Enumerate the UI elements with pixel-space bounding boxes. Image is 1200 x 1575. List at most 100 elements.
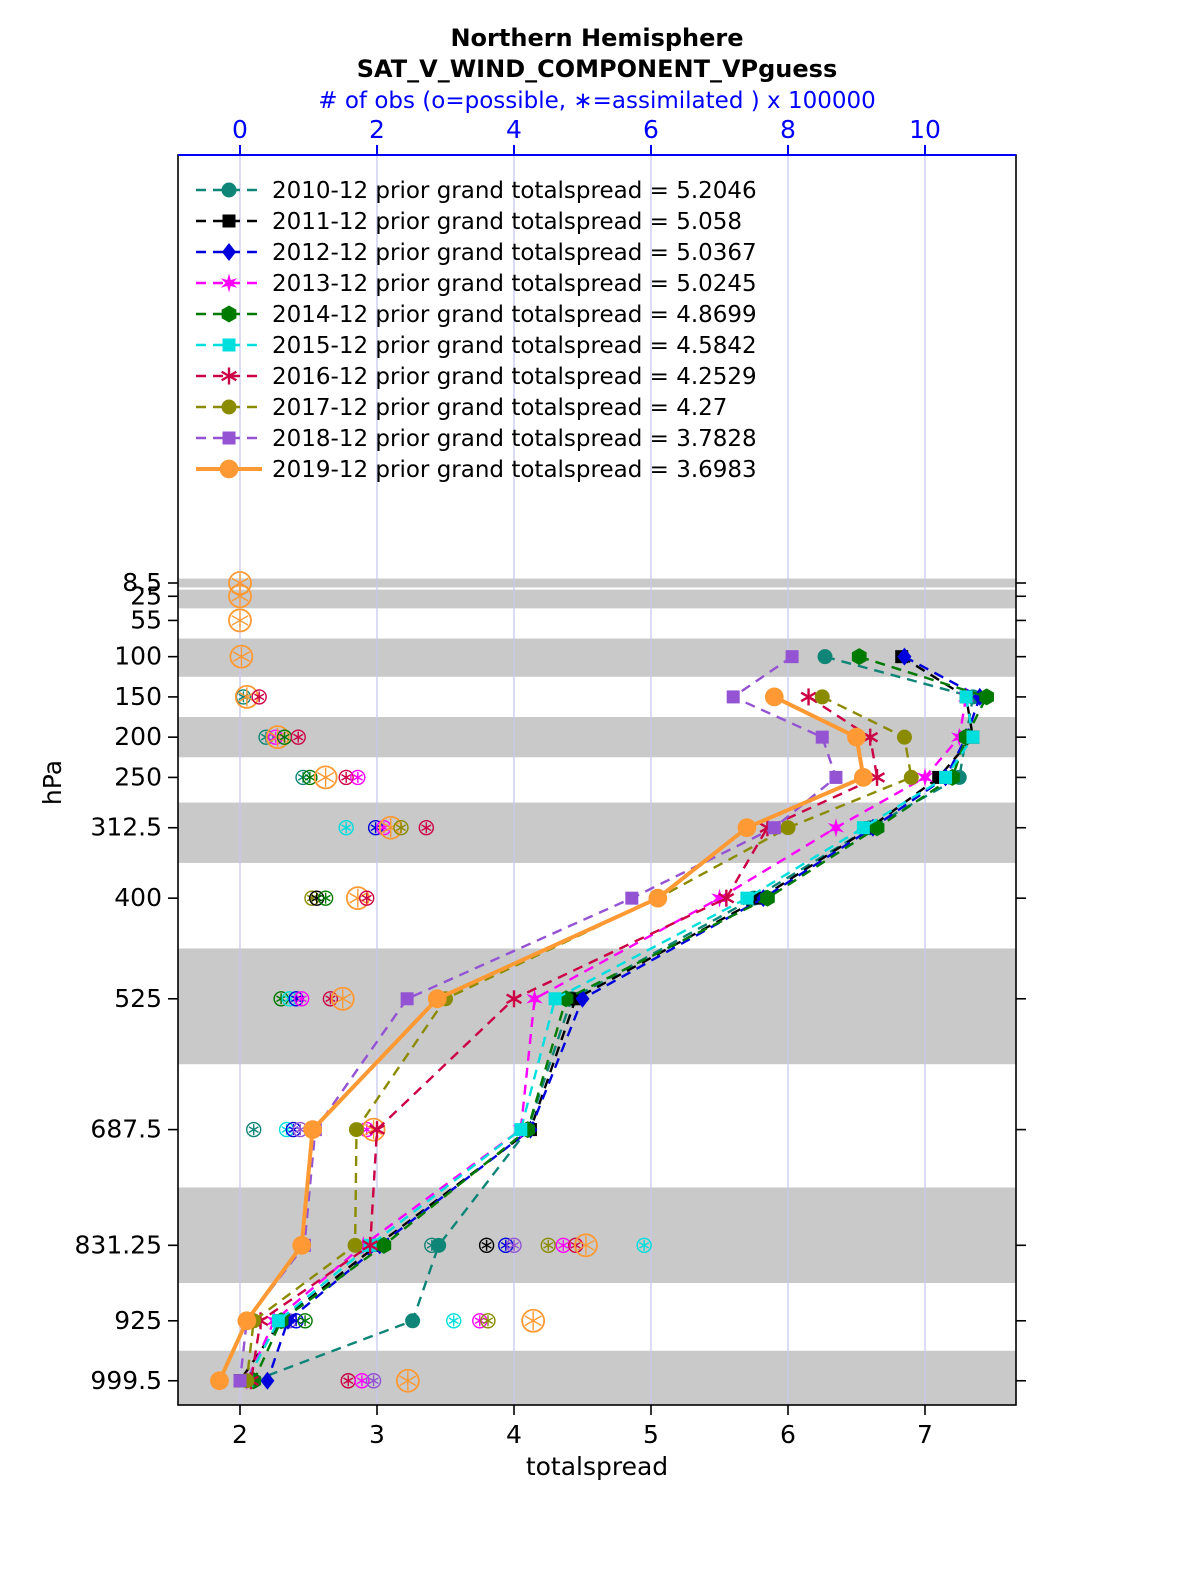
square-marker xyxy=(767,821,781,835)
y-tick-label: 525 xyxy=(114,984,162,1013)
square-marker xyxy=(856,821,870,835)
y-tick-label: 312.5 xyxy=(90,813,162,842)
x-tick-label: 6 xyxy=(780,1420,796,1449)
circle-marker xyxy=(219,459,239,479)
x-axis-label: totalspread xyxy=(525,1452,669,1481)
obs-count-marker xyxy=(555,1237,572,1254)
star-marker xyxy=(711,888,728,908)
star-marker xyxy=(827,818,845,838)
pressure-band xyxy=(178,589,1016,609)
legend-item-2018-12: 2018-12 prior grand totalspread = 3.7828 xyxy=(196,426,757,452)
legend-item-2019-12: 2019-12 prior grand totalspread = 3.6983 xyxy=(196,457,757,483)
obs-count-marker xyxy=(540,1237,556,1254)
legend-item-2016-12: 2016-12 prior grand totalspread = 4.2529 xyxy=(196,364,757,390)
obs-count-marker xyxy=(290,729,306,745)
obs-count-marker xyxy=(245,1121,262,1138)
obs-count-marker xyxy=(302,769,318,786)
series-line-2015-12 xyxy=(245,696,975,1382)
circle-marker xyxy=(221,182,237,198)
circle-marker xyxy=(764,687,784,707)
chart-subtitle: SAT_V_WIND_COMPONENT_VPguess xyxy=(356,55,838,83)
square-marker xyxy=(939,770,953,784)
square-marker xyxy=(548,992,562,1006)
x-tick-label: 7 xyxy=(917,1420,933,1449)
legend-label: 2018-12 prior grand totalspread = 3.7828 xyxy=(272,426,757,452)
hexagon-marker xyxy=(869,819,885,837)
square-marker xyxy=(785,650,799,664)
obs-count-marker xyxy=(359,890,375,906)
hexagon-marker xyxy=(376,1236,392,1254)
legend-label: 2014-12 prior grand totalspread = 4.8699 xyxy=(272,302,757,328)
obs-count-marker xyxy=(354,1373,370,1389)
square-marker xyxy=(222,431,236,445)
circle-marker xyxy=(347,1237,363,1253)
circle-marker xyxy=(427,989,447,1009)
circle-marker xyxy=(405,1313,421,1329)
obs-tick-label: 0 xyxy=(232,115,248,144)
legend-item-2014-12: 2014-12 prior grand totalspread = 4.8699 xyxy=(196,302,757,328)
y-tick-label: 25 xyxy=(130,581,162,610)
obs-count-marker xyxy=(267,729,284,745)
square-marker xyxy=(271,1314,285,1328)
diamond-marker xyxy=(575,989,590,1008)
obs-count-marker xyxy=(309,890,325,906)
diamond-marker xyxy=(897,647,912,666)
circle-marker xyxy=(431,1237,447,1253)
circle-marker xyxy=(221,399,237,415)
diamond-marker xyxy=(260,1371,275,1390)
pressure-band xyxy=(178,717,1016,758)
obs-count-marker xyxy=(345,886,370,911)
y-tick-label: 999.5 xyxy=(90,1366,162,1395)
legend-item-2013-12: 2013-12 prior grand totalspread = 5.0245 xyxy=(196,271,757,297)
square-marker xyxy=(514,1123,528,1137)
circle-marker xyxy=(237,1311,257,1331)
star-marker xyxy=(220,273,238,293)
obs-count-marker xyxy=(472,1313,488,1329)
pressure-band xyxy=(178,638,1016,677)
obs-count-marker xyxy=(418,820,435,836)
square-marker xyxy=(222,338,236,352)
hexagon-marker xyxy=(221,305,237,323)
asterisk-marker xyxy=(800,688,817,706)
obs-count-marker xyxy=(478,1237,495,1254)
legend-item-2011-12: 2011-12 prior grand totalspread = 5.058 xyxy=(196,209,742,235)
star-marker xyxy=(355,1235,372,1255)
pressure-band xyxy=(178,948,1016,1065)
square-marker xyxy=(966,730,980,744)
square-marker xyxy=(625,891,639,905)
square-marker xyxy=(740,891,754,905)
y-tick-label: 8.5 xyxy=(122,568,162,597)
asterisk-marker xyxy=(506,990,522,1008)
obs-count-marker xyxy=(365,1373,382,1389)
y-tick-label: 250 xyxy=(114,762,162,791)
obs-count-marker xyxy=(322,991,339,1007)
asterisk-marker xyxy=(369,1121,385,1139)
legend-label: 2013-12 prior grand totalspread = 5.0245 xyxy=(272,271,757,297)
y-tick-label: 687.5 xyxy=(90,1115,162,1144)
legend-item-2017-12: 2017-12 prior grand totalspread = 4.27 xyxy=(196,395,727,421)
asterisk-marker xyxy=(362,1236,379,1254)
square-marker xyxy=(829,770,843,784)
circle-marker xyxy=(303,1120,322,1139)
star-marker xyxy=(526,989,543,1009)
obs-tick-label: 8 xyxy=(780,115,796,144)
obs-count-marker xyxy=(574,1233,598,1258)
x-tick-label: 5 xyxy=(643,1420,659,1449)
series-line-2010-12 xyxy=(253,655,975,1382)
legend-item-2012-12: 2012-12 prior grand totalspread = 5.0367 xyxy=(196,240,757,266)
obs-count-marker xyxy=(229,644,254,669)
obs-count-marker xyxy=(330,986,355,1011)
asterisk-marker xyxy=(221,367,237,385)
series-line-2011-12 xyxy=(239,655,975,1382)
obs-count-marker xyxy=(297,1313,313,1329)
legend-label: 2011-12 prior grand totalspread = 5.058 xyxy=(272,209,742,235)
square-marker xyxy=(233,1374,247,1388)
obs-count-marker xyxy=(480,1313,496,1329)
obs-count-marker xyxy=(506,1237,522,1254)
legend-label: 2019-12 prior grand totalspread = 3.6983 xyxy=(272,457,757,483)
hexagon-marker xyxy=(979,688,995,706)
circle-marker xyxy=(292,1235,312,1255)
obs-count-marker xyxy=(393,820,409,836)
